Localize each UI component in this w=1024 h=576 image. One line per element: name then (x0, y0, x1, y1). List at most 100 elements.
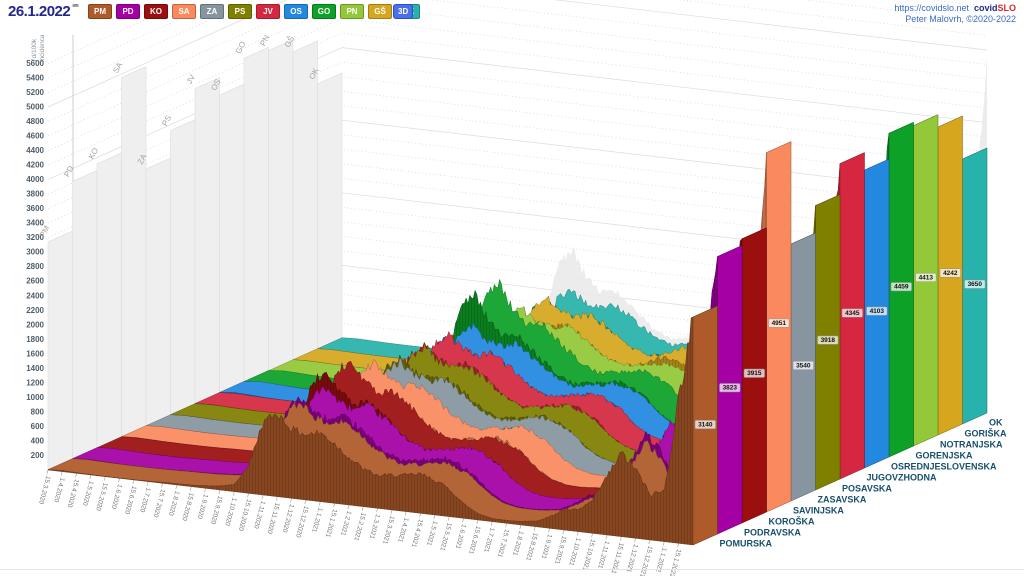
x-tick-label: 15.6.2020 (123, 485, 137, 515)
region-label-ZA: ZASAVSKA (818, 495, 867, 505)
x-tick-label: 15.3.2021 (381, 515, 395, 545)
svg-text:400: 400 (31, 437, 45, 446)
region-label-PD: PODRAVSKA (744, 528, 801, 538)
svg-text:2000: 2000 (26, 320, 44, 329)
x-tick-label: 15.10.2021 (581, 538, 596, 572)
svg-text:1600: 1600 (26, 349, 44, 358)
wall-bar-OS (219, 83, 245, 394)
x-tick-label: 15.7.2021 (496, 528, 510, 558)
x-tick-label: 15.6.2021 (467, 525, 481, 555)
region-label-OS: OSREDNJESLOVENSKA (891, 462, 997, 472)
x-tick-label: 15.10.2020 (237, 498, 252, 532)
region-button-PN[interactable]: PN (340, 4, 364, 19)
brand-covid: covid (973, 3, 998, 13)
svg-text:3800: 3800 (26, 190, 44, 199)
end-value-GO: 4459 (894, 284, 909, 291)
region-button-JV[interactable]: JV (256, 4, 280, 19)
wall-bar-PM (47, 230, 73, 471)
view-3d-button[interactable]: 3D (393, 4, 414, 19)
x-tick-label: 15.9.2020 (209, 495, 223, 525)
wall-bar-GO (243, 46, 269, 383)
x-tick-label: 1.9.2021 (540, 533, 553, 560)
x-tick-label: 15.12.2021 (638, 545, 653, 576)
svg-text:4000: 4000 (26, 175, 44, 184)
wall-bar-PN (268, 39, 294, 372)
x-tick-label: 15.7.2020 (152, 488, 166, 518)
x-tick-label: 15.1.2022 (668, 548, 682, 576)
brand-slo: SLO (997, 3, 1016, 13)
x-tick-label: 15.4.2021 (410, 518, 424, 548)
wall-bar-label-OS: OS (209, 78, 222, 92)
region-button-SA[interactable]: SA (172, 4, 196, 19)
svg-text:1000: 1000 (26, 393, 44, 402)
x-tick-label: 15.8.2020 (180, 492, 194, 522)
x-tick-label: 15.4.2020 (66, 478, 80, 508)
x-tick-label: 15.12.2020 (294, 505, 309, 539)
region-button-KO[interactable]: KO (144, 4, 168, 19)
region-button-GO[interactable]: GO (312, 4, 336, 19)
region-label-GO: GORENJSKA (916, 451, 974, 461)
wall-bar-label-GO: GO (234, 40, 248, 55)
end-value-SA: 4951 (772, 320, 787, 327)
end-value-PN: 4413 (919, 274, 934, 281)
region-button-OS[interactable]: OS (284, 4, 308, 19)
x-tick-label: 1.12.2020 (281, 503, 295, 533)
region-button-GŠ[interactable]: GŠ (368, 4, 392, 19)
wall-bar-label-SA: SA (111, 60, 124, 74)
brand-logo: covidSLO (974, 3, 1016, 13)
end-value-PD: 3823 (723, 385, 738, 392)
svg-text:5400: 5400 (26, 74, 44, 83)
end-value-KO: 3915 (747, 370, 762, 377)
end-value-ZA: 3540 (796, 362, 811, 369)
region-label-OK: OK (989, 418, 1003, 428)
svg-text:5000: 5000 (26, 103, 44, 112)
wall-bar-ZA (145, 157, 171, 427)
wall-bar-PD (72, 170, 98, 460)
region-button-PS[interactable]: PS (228, 4, 252, 19)
svg-text:3400: 3400 (26, 219, 44, 228)
end-value-OK: 3650 (968, 281, 983, 288)
x-tick-label: 1.11.2021 (596, 540, 610, 570)
svg-text:5600: 5600 (26, 59, 44, 68)
region-label-PM: POMURSKA (720, 539, 773, 549)
x-tick-label: 1.11.2020 (252, 500, 266, 530)
svg-text:2400: 2400 (26, 291, 44, 300)
region-button-ZA[interactable]: ZA (200, 4, 224, 19)
x-tick-label: 15.8.2021 (524, 532, 538, 562)
date-weekday-note: sre (72, 3, 79, 9)
end-value-PS: 3918 (821, 337, 836, 344)
author-credit: Peter Malovrh, ©2020-2022 (905, 14, 1016, 24)
svg-text:5200: 5200 (26, 88, 44, 97)
end-value-JV: 4345 (845, 310, 860, 317)
date-text: 26.1.2022 (8, 3, 71, 20)
region-button-PD[interactable]: PD (116, 4, 140, 19)
x-tick-label: 1.5.2020 (81, 480, 94, 507)
x-tick-label: 1.10.2020 (223, 497, 237, 527)
x-tick-label: 1.3.2021 (368, 513, 381, 540)
wall-bar-OK (317, 72, 343, 350)
svg-text:4800: 4800 (26, 117, 44, 126)
x-tick-label: 1.1.2021 (310, 507, 323, 534)
svg-text:800: 800 (31, 407, 45, 416)
x-tick-label: 1.4.2020 (52, 477, 65, 504)
x-tick-label: 15.11.2020 (265, 502, 280, 535)
wall-bar-label-PS: PS (160, 114, 173, 128)
x-tick-label: 15.5.2020 (94, 482, 108, 512)
svg-text:incidenca: incidenca (39, 34, 46, 62)
x-tick-label: 15.5.2021 (438, 522, 452, 552)
site-url-link[interactable]: https://covidslo.net (894, 3, 969, 13)
end-value-OS: 4103 (870, 308, 885, 315)
end-value-PM: 3140 (698, 422, 713, 429)
current-date: 26.1.2022 sre (8, 3, 79, 20)
svg-text:4600: 4600 (26, 132, 44, 141)
x-tick-label: 1.8.2021 (511, 530, 524, 557)
region-label-SA: SAVINJSKA (793, 506, 844, 516)
region-button-PM[interactable]: PM (88, 4, 112, 19)
svg-text:3000: 3000 (26, 248, 44, 257)
wall-bar-KO (96, 152, 122, 449)
